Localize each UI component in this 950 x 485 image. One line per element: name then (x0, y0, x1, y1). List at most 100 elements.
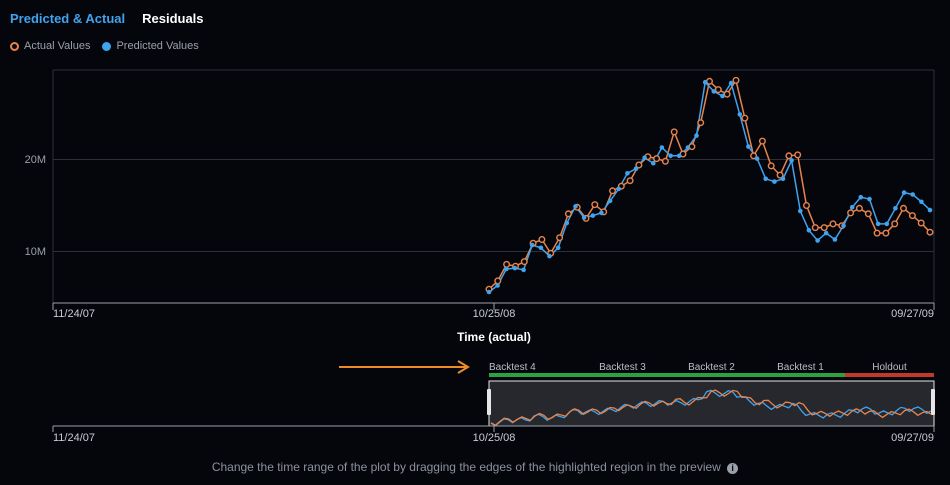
legend-item-actual[interactable]: Actual Values (10, 40, 90, 52)
tab-predicted-actual[interactable]: Predicted & Actual (10, 11, 126, 26)
actual-point[interactable] (785, 152, 793, 160)
predicted-point[interactable] (668, 153, 673, 159)
predicted-point[interactable] (832, 237, 838, 242)
actual-point[interactable] (820, 224, 828, 232)
predicted-point[interactable] (841, 223, 846, 228)
predicted-point[interactable] (599, 210, 604, 216)
actual-point[interactable] (917, 219, 925, 227)
actual-point[interactable] (714, 86, 722, 94)
predicted-point[interactable] (625, 171, 630, 176)
predicted-point[interactable] (521, 267, 526, 273)
predicted-point[interactable] (529, 242, 535, 248)
predicted-point[interactable] (702, 79, 708, 85)
predicted-point[interactable] (754, 156, 760, 161)
actual-point[interactable] (882, 229, 890, 237)
actual-point[interactable] (741, 114, 749, 122)
actual-point[interactable] (829, 220, 837, 228)
info-icon[interactable]: i (727, 463, 739, 474)
predicted-point[interactable] (676, 153, 682, 159)
predicted-point[interactable] (806, 228, 812, 233)
predicted-point[interactable] (504, 266, 509, 272)
preview-left-handle[interactable] (487, 389, 491, 415)
actual-point[interactable] (864, 210, 872, 218)
actual-point[interactable] (900, 204, 908, 212)
actual-point[interactable] (697, 119, 705, 127)
actual-point[interactable] (891, 220, 899, 228)
legend-item-predicted[interactable]: Predicted Values (102, 40, 199, 52)
predicted-point[interactable] (858, 194, 864, 200)
predicted-point[interactable] (737, 112, 743, 117)
actual-point[interactable] (723, 90, 731, 98)
actual-point[interactable] (520, 258, 528, 266)
actual-point[interactable] (732, 76, 740, 84)
segment-bar[interactable] (756, 373, 845, 377)
actual-point[interactable] (803, 201, 811, 209)
actual-point[interactable] (847, 209, 855, 217)
predicted-point[interactable] (711, 89, 717, 94)
predicted-point[interactable] (763, 176, 768, 182)
predicted-point[interactable] (607, 198, 613, 204)
predicted-point[interactable] (849, 205, 855, 210)
actual-point[interactable] (556, 234, 564, 242)
predicted-point[interactable] (815, 238, 820, 243)
actual-point[interactable] (758, 137, 766, 145)
predicted-point[interactable] (495, 283, 500, 288)
actual-point[interactable] (670, 128, 678, 136)
predicted-point[interactable] (884, 221, 890, 227)
actual-point[interactable] (908, 212, 916, 220)
segment-bar[interactable] (845, 373, 934, 377)
actual-point[interactable] (855, 204, 863, 212)
predicted-point[interactable] (538, 245, 544, 251)
predicted-point[interactable] (633, 166, 639, 171)
actual-point[interactable] (609, 187, 617, 195)
actual-point[interactable] (776, 171, 784, 179)
actual-point[interactable] (750, 152, 758, 160)
predicted-point[interactable] (616, 186, 621, 192)
predicted-point[interactable] (564, 220, 570, 226)
actual-point[interactable] (591, 201, 599, 209)
actual-point[interactable] (635, 161, 643, 169)
actual-point[interactable] (873, 229, 881, 237)
predicted-point[interactable] (772, 179, 777, 184)
preview-right-handle[interactable] (931, 389, 935, 415)
predicted-point[interactable] (573, 204, 578, 209)
predicted-point[interactable] (919, 199, 924, 205)
actual-point[interactable] (926, 228, 934, 236)
predicted-point[interactable] (798, 208, 803, 214)
tab-residuals[interactable]: Residuals (142, 11, 204, 26)
predicted-point[interactable] (486, 289, 492, 295)
predicted-point[interactable] (867, 196, 872, 202)
predicted-point[interactable] (547, 253, 552, 259)
segment-bar[interactable] (578, 373, 667, 377)
predicted-point[interactable] (823, 230, 829, 236)
predicted-point[interactable] (780, 176, 786, 182)
predicted-point[interactable] (659, 145, 665, 150)
actual-point[interactable] (811, 224, 819, 232)
predicted-point[interactable] (581, 215, 587, 220)
preview-selection-region[interactable] (488, 380, 935, 427)
predicted-point[interactable] (651, 160, 656, 166)
predicted-point[interactable] (720, 93, 725, 99)
predicted-point[interactable] (927, 207, 933, 213)
predicted-point[interactable] (893, 206, 898, 211)
predicted-point[interactable] (910, 192, 915, 197)
actual-point[interactable] (661, 157, 669, 165)
actual-point[interactable] (503, 260, 511, 268)
predicted-point[interactable] (728, 80, 734, 86)
predicted-point[interactable] (512, 265, 518, 271)
predicted-point[interactable] (555, 245, 561, 251)
actual-point[interactable] (564, 210, 572, 218)
predicted-point[interactable] (746, 144, 751, 149)
predicted-point[interactable] (901, 190, 907, 195)
predicted-point[interactable] (642, 155, 647, 160)
actual-point[interactable] (494, 277, 502, 285)
predicted-point[interactable] (875, 221, 881, 227)
segment-bar[interactable] (667, 373, 756, 377)
predicted-point[interactable] (694, 133, 699, 138)
actual-point[interactable] (794, 151, 802, 159)
predicted-point[interactable] (789, 158, 794, 163)
actual-point[interactable] (706, 77, 714, 85)
actual-point[interactable] (538, 235, 546, 243)
predicted-point[interactable] (685, 145, 691, 150)
actual-point[interactable] (767, 162, 775, 170)
